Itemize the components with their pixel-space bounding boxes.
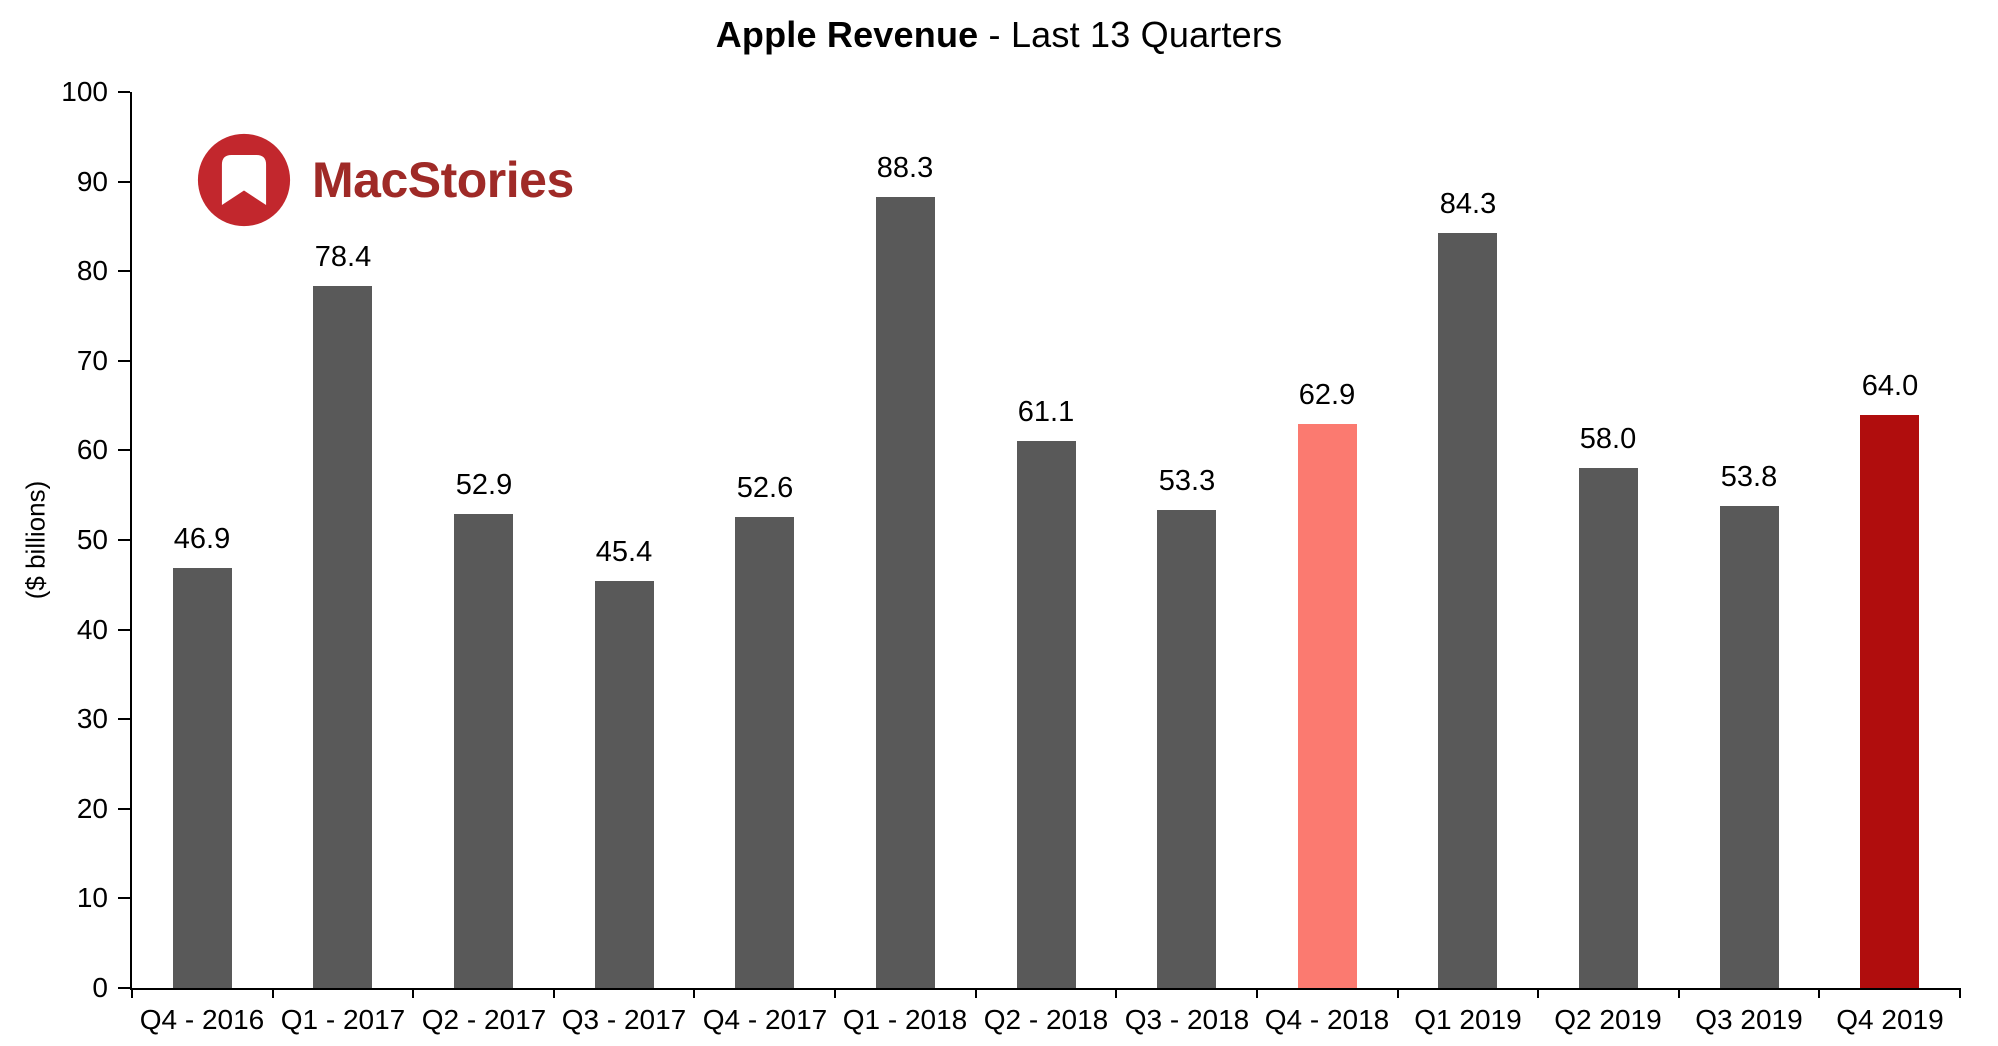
- x-axis-label: Q2 - 2017: [421, 1004, 547, 1035]
- bar-q3-2019: [1720, 506, 1779, 988]
- y-axis-tick: [118, 718, 130, 721]
- bar-value-label: 88.3: [876, 152, 934, 184]
- plot-area: 0 10 20 30 40 50 60 70 80 90 100 46.9 Q4 - 2016 78.4 Q…: [61, 76, 1961, 1035]
- bar-q4-2019: [1860, 415, 1919, 988]
- y-axis-tick: [118, 807, 130, 810]
- bar-value-label: 62.9: [1298, 379, 1356, 411]
- y-axis-tick-label: 60: [76, 434, 108, 466]
- chart-title-rest: - Last 13 Quarters: [978, 14, 1283, 55]
- y-axis-tick: [118, 987, 130, 989]
- x-axis-tick: [1115, 988, 1117, 998]
- x-axis-tick: [975, 988, 977, 998]
- y-axis-tick-label: 80: [76, 255, 108, 287]
- macstories-logo-text: MacStories: [312, 152, 574, 208]
- bar-value-label: 46.9: [173, 523, 231, 555]
- bar-q4---2018: [1298, 424, 1357, 988]
- x-axis-label: Q1 2019: [1414, 1004, 1522, 1035]
- macstories-bookmark-icon: [197, 133, 291, 227]
- x-axis-tick: [1678, 988, 1680, 998]
- x-axis-label: Q3 2019: [1695, 1004, 1803, 1035]
- x-axis-label: Q4 2019: [1836, 1004, 1944, 1035]
- x-axis-label: Q3 - 2018: [1124, 1004, 1250, 1035]
- bar-value-label: 78.4: [314, 241, 372, 273]
- y-axis-tick-label: 40: [76, 613, 108, 645]
- bar-value-label: 58.0: [1579, 423, 1637, 455]
- bar-q1---2017: [313, 286, 372, 988]
- x-axis-label: Q3 - 2017: [561, 1004, 687, 1035]
- bar-value-label: 53.8: [1720, 461, 1778, 493]
- macstories-logo: MacStories: [196, 132, 574, 228]
- bar-value-label: 52.9: [455, 469, 513, 501]
- y-axis-tick-label: 100: [61, 76, 108, 107]
- bar-q2---2018: [1017, 441, 1076, 988]
- y-axis-tick: [118, 628, 130, 631]
- y-axis-tick: [118, 539, 130, 541]
- x-axis-tick: [272, 988, 274, 998]
- x-axis-tick: [1256, 988, 1258, 998]
- y-axis-tick: [118, 180, 130, 183]
- x-axis-label: Q1 - 2018: [842, 1004, 968, 1035]
- bar-value-label: 45.4: [595, 536, 653, 568]
- x-axis-label: Q4 - 2017: [702, 1004, 828, 1035]
- chart-title: Apple Revenue - Last 13 Quarters: [0, 14, 1998, 56]
- x-axis-label: Q4 - 2018: [1264, 1004, 1390, 1035]
- x-axis-label: Q2 - 2018: [983, 1004, 1109, 1035]
- chart-title-bold: Apple Revenue: [715, 14, 979, 55]
- y-axis-tick-label: 20: [76, 792, 108, 824]
- bar-q2---2017: [454, 514, 513, 988]
- y-axis-tick: [118, 897, 130, 900]
- bar-q4---2016: [173, 568, 232, 988]
- x-axis-tick: [1397, 988, 1399, 998]
- bar-q4---2017: [735, 517, 794, 988]
- y-axis-tick: [118, 91, 130, 93]
- bar-q3---2017: [595, 581, 654, 988]
- y-axis-tick-label: 0: [92, 972, 108, 1003]
- x-axis-label: Q1 - 2017: [280, 1004, 406, 1035]
- y-axis-tick-label: 30: [76, 703, 108, 735]
- bar-value-label: 64.0: [1861, 370, 1919, 402]
- x-axis-tick: [1818, 988, 1820, 998]
- x-axis-tick: [131, 988, 133, 998]
- x-axis-tick: [1959, 988, 1961, 998]
- y-axis-tick: [118, 270, 130, 273]
- x-axis-tick: [412, 988, 414, 998]
- x-axis-tick: [834, 988, 836, 998]
- x-axis-label: Q2 2019: [1554, 1004, 1662, 1035]
- bar-value-label: 52.6: [736, 472, 794, 504]
- bar-q2-2019: [1579, 468, 1638, 988]
- bar-q1---2018: [876, 197, 935, 988]
- bar-q1-2019: [1438, 233, 1497, 988]
- bar-q3---2018: [1157, 510, 1216, 988]
- x-axis-label: Q4 - 2016: [139, 1004, 265, 1035]
- y-axis-tick: [118, 449, 130, 452]
- x-axis-tick: [693, 988, 695, 998]
- y-axis-tick: [118, 359, 130, 362]
- bar-value-label: 84.3: [1439, 188, 1497, 220]
- bar-value-label: 61.1: [1017, 396, 1075, 428]
- x-axis-tick: [1537, 988, 1539, 998]
- x-axis-tick: [553, 988, 555, 998]
- y-axis-tick-label: 50: [76, 524, 108, 555]
- y-axis-tick-label: 10: [76, 882, 108, 914]
- bar-value-label: 53.3: [1158, 465, 1216, 497]
- y-axis-tick-label: 70: [76, 344, 108, 376]
- y-axis-tick-label: 90: [76, 165, 108, 197]
